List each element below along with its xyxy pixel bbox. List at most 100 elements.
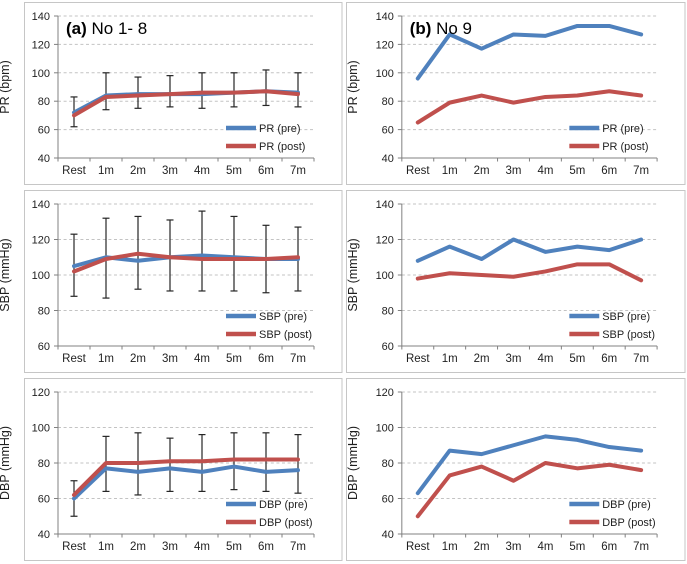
x-tick-label: 7m — [290, 165, 306, 177]
y-tick-label: 120 — [376, 234, 394, 246]
x-tick-label: 6m — [601, 541, 617, 553]
y-tick-label: 120 — [32, 235, 50, 247]
x-tick-label: 5m — [226, 353, 242, 365]
panel-dbp-group-b: 40 60 80 100 120 Rest 1m 2m 3m 4m 5m 6m 7m DBP (pre) D… — [344, 376, 687, 564]
x-tick-label: Rest — [62, 541, 86, 553]
x-tick-label: Rest — [406, 353, 430, 365]
x-tick-label: 2m — [130, 165, 146, 177]
panel-frame — [24, 190, 343, 373]
x-tick-label: 7m — [633, 541, 649, 553]
chart-pr-group-a: 40 60 80 100 120 140 Rest 1m 2m 3m 4m 5m 6m 7m PR (pre… — [0, 2, 343, 185]
x-tick-label: 1m — [442, 165, 458, 177]
series-line-dbp-post- — [415, 461, 644, 519]
series-line-dbp-pre- — [72, 464, 300, 501]
y-axis-title: SBP (mmHg) — [0, 238, 12, 311]
legend-label: SBP (pre) — [259, 311, 307, 323]
y-tick-label: 100 — [32, 270, 50, 282]
x-tick-label: 5m — [569, 353, 585, 365]
series-line-sbp-post- — [72, 251, 300, 274]
series-line-dbp-pre- — [415, 434, 644, 496]
y-axis-title: DBP (mmHg) — [346, 426, 360, 500]
legend-label: SBP (pre) — [602, 311, 650, 323]
y-tick-label: 60 — [382, 341, 394, 353]
y-tick-label: 100 — [32, 68, 50, 80]
x-tick-label: 2m — [130, 541, 146, 553]
y-tick-label: 140 — [32, 11, 50, 23]
panel-frame — [24, 2, 343, 185]
x-tick-label: 3m — [162, 541, 178, 553]
y-axis-title: PR (bpm) — [346, 60, 360, 113]
y-tick-label: 60 — [38, 341, 50, 353]
x-tick-label: Rest — [62, 165, 86, 177]
chart-sbp-group-b: 60 80 100 120 140 Rest 1m 2m 3m 4m 5m 6m 7m SBP (pre)… — [345, 190, 686, 373]
x-tick-label: Rest — [406, 541, 430, 553]
x-tick-label: 6m — [258, 353, 274, 365]
legend-label: PR (pre) — [602, 123, 643, 135]
legend-label: PR (post) — [259, 141, 305, 153]
chart-dbp-group-b: 40 60 80 100 120 Rest 1m 2m 3m 4m 5m 6m 7m DBP (pre) D… — [346, 378, 686, 561]
x-tick-label: 3m — [506, 165, 522, 177]
y-axis-title: DBP (mmHg) — [0, 426, 12, 500]
series-line-pr-post- — [72, 89, 300, 118]
x-tick-label: 1m — [98, 541, 114, 553]
series-line-sbp-post- — [415, 262, 644, 283]
legend-label: DBP (post) — [602, 517, 655, 529]
x-tick-label: 4m — [194, 353, 210, 365]
chart-sbp-group-a: 60 80 100 120 140 Rest 1m 2m 3m 4m 5m 6m 7m SBP (pre)… — [0, 190, 343, 373]
series-line-dbp-post- — [72, 457, 300, 497]
x-tick-label: 4m — [194, 541, 210, 553]
y-tick-label: 100 — [376, 270, 394, 282]
x-tick-label: 7m — [290, 541, 306, 553]
y-tick-label: 140 — [376, 199, 394, 211]
y-tick-label: 80 — [38, 306, 50, 318]
legend-label: SBP (post) — [602, 329, 655, 341]
x-tick-label: 5m — [569, 541, 585, 553]
panel-title: (a) No 1- 8 — [66, 19, 147, 38]
y-tick-label: 140 — [376, 11, 394, 23]
y-axis-title: SBP (mmHg) — [346, 238, 360, 311]
x-tick-label: Rest — [406, 165, 430, 177]
panel-frame — [345, 190, 686, 373]
panel-pr-group-a: 40 60 80 100 120 140 Rest 1m 2m 3m 4m 5m 6m 7m PR (pre… — [0, 0, 344, 188]
x-tick-label: 2m — [474, 541, 490, 553]
series-line-sbp-pre- — [415, 237, 644, 263]
x-tick-label: 6m — [258, 541, 274, 553]
y-tick-label: 60 — [382, 125, 394, 137]
x-tick-label: 1m — [98, 165, 114, 177]
y-tick-label: 140 — [32, 199, 50, 211]
x-tick-label: 2m — [474, 353, 490, 365]
x-tick-label: 3m — [506, 353, 522, 365]
y-tick-label: 100 — [376, 422, 394, 434]
legend-label: DBP (pre) — [602, 499, 650, 511]
x-tick-label: 5m — [569, 165, 585, 177]
x-tick-label: 1m — [442, 541, 458, 553]
y-tick-label: 120 — [32, 39, 50, 51]
x-tick-label: 4m — [537, 541, 553, 553]
panel-title: (b) No 9 — [410, 19, 472, 38]
panel-frame — [345, 2, 686, 185]
panel-pr-group-b: 40 60 80 100 120 140 Rest 1m 2m 3m 4m 5m 6m 7m PR (pre… — [344, 0, 687, 188]
y-axis-title: PR (bpm) — [0, 60, 12, 113]
series-line-pr-pre- — [415, 23, 644, 81]
x-tick-label: 2m — [474, 165, 490, 177]
y-tick-label: 40 — [38, 153, 50, 165]
x-tick-label: 5m — [226, 541, 242, 553]
legend-label: DBP (post) — [259, 517, 313, 529]
x-tick-label: 4m — [537, 165, 553, 177]
x-tick-label: 4m — [194, 165, 210, 177]
y-tick-label: 60 — [382, 493, 394, 505]
x-tick-label: 7m — [633, 353, 649, 365]
y-tick-label: 120 — [376, 39, 394, 51]
x-tick-label: 5m — [226, 165, 242, 177]
panel-sbp-group-b: 60 80 100 120 140 Rest 1m 2m 3m 4m 5m 6m 7m SBP (pre)… — [344, 188, 687, 376]
chart-dbp-group-a: 40 60 80 100 120 Rest 1m 2m 3m 4m 5m 6m 7m DBP (pre) D… — [0, 378, 343, 561]
x-tick-label: 2m — [130, 353, 146, 365]
panel-frame — [24, 378, 343, 561]
x-tick-label: 6m — [601, 165, 617, 177]
x-tick-label: 3m — [162, 353, 178, 365]
x-tick-label: 7m — [633, 165, 649, 177]
y-tick-label: 40 — [38, 529, 50, 541]
x-tick-label: Rest — [62, 353, 86, 365]
x-tick-label: 3m — [506, 541, 522, 553]
